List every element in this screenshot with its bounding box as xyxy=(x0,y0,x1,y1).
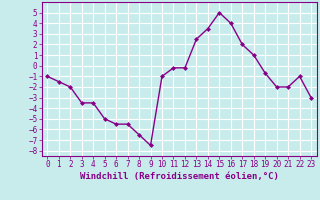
X-axis label: Windchill (Refroidissement éolien,°C): Windchill (Refroidissement éolien,°C) xyxy=(80,172,279,181)
